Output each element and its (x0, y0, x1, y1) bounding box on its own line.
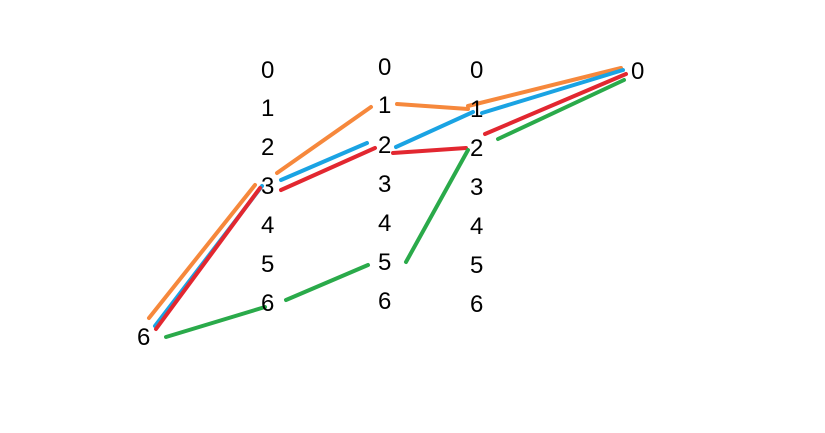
column-a-label-0: 0 (261, 57, 274, 84)
orange-path-segment-1 (149, 185, 255, 318)
column-c-label-1: 1 (470, 96, 483, 123)
column-b-label-4: 4 (378, 210, 391, 237)
red-path-segment-2 (281, 148, 375, 190)
column-a: 0 1 2 3 4 5 6 (261, 57, 274, 317)
column-c-label-3: 3 (470, 174, 483, 201)
blue-path-segment-3 (396, 112, 473, 147)
column-b-label-1: 1 (378, 92, 391, 119)
column-b-label-2: 2 (378, 132, 391, 159)
column-a-label-1: 1 (261, 95, 274, 122)
source-node-label: 6 (137, 324, 150, 351)
green-path-segment-1 (166, 307, 265, 337)
green-path-segment-3 (406, 150, 468, 262)
column-b-label-0: 0 (378, 54, 391, 81)
column-c-label-5: 5 (470, 252, 483, 279)
red-path-segment-3 (393, 148, 466, 153)
column-a-label-5: 5 (261, 251, 274, 278)
orange-path-segment-3 (397, 104, 468, 109)
column-b-label-3: 3 (378, 171, 391, 198)
target-node-label: 0 (631, 58, 644, 85)
column-a-label-6: 6 (261, 290, 274, 317)
red-path-segment-1 (156, 188, 260, 329)
column-b-label-6: 6 (378, 288, 391, 315)
column-b: 0 1 2 3 4 5 6 (378, 54, 391, 315)
column-c: 0 1 2 3 4 5 6 (470, 57, 483, 318)
column-c-label-6: 6 (470, 291, 483, 318)
column-a-label-3: 3 (261, 173, 274, 200)
column-a-label-4: 4 (261, 212, 274, 239)
column-b-label-5: 5 (378, 249, 391, 276)
column-c-label-4: 4 (470, 213, 483, 240)
column-a-label-2: 2 (261, 134, 274, 161)
green-path-segment-2 (286, 265, 368, 300)
column-c-label-2: 2 (470, 135, 483, 162)
column-c-label-0: 0 (470, 57, 483, 84)
